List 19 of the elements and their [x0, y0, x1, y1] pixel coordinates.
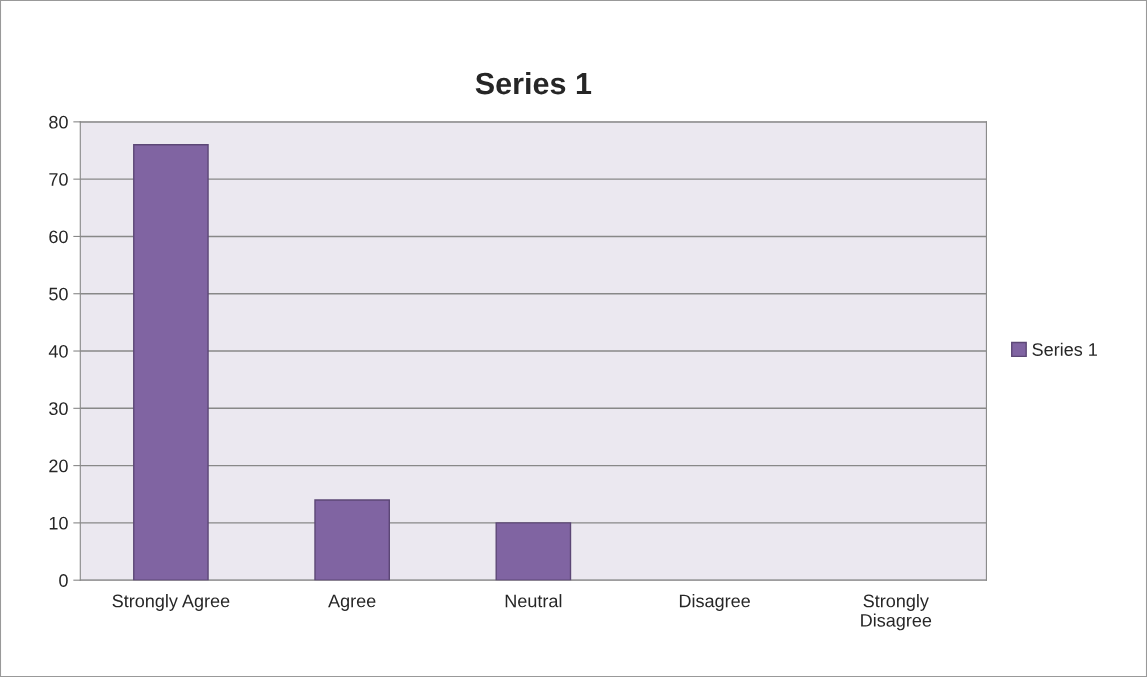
- y-tick-label: 0: [59, 574, 68, 587]
- bar: [495, 522, 572, 581]
- legend-label: Series 1: [1032, 342, 1097, 356]
- x-tick-label: Strongly Disagree: [861, 594, 932, 631]
- x-tick-label: Agree: [328, 594, 376, 611]
- y-tick-label: 30: [49, 402, 68, 416]
- y-tick-label: 70: [49, 173, 68, 186]
- y-tick-label: 80: [49, 115, 68, 129]
- y-tick-label: 10: [49, 516, 68, 530]
- y-tick-label: 40: [48, 344, 68, 358]
- bar: [133, 144, 209, 581]
- bar: [314, 499, 390, 581]
- x-tick-label: Disagree: [679, 594, 750, 611]
- y-tick-label: 60: [49, 230, 68, 244]
- y-tick-label: 50: [49, 287, 68, 301]
- y-tick-label: 20: [49, 459, 68, 473]
- x-tick-label: Neutral: [505, 594, 562, 608]
- x-tick-label: Strongly Agree: [112, 594, 230, 611]
- chart-title: Series 1: [475, 71, 592, 95]
